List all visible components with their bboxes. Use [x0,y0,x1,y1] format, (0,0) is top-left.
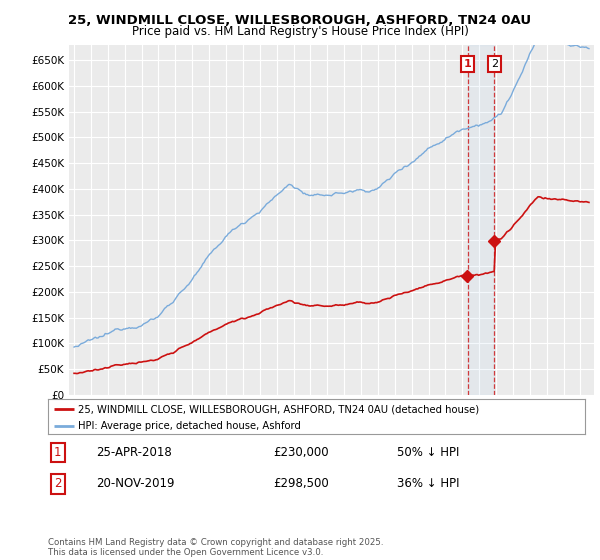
Text: 20-NOV-2019: 20-NOV-2019 [97,477,175,491]
Text: 25, WINDMILL CLOSE, WILLESBOROUGH, ASHFORD, TN24 0AU: 25, WINDMILL CLOSE, WILLESBOROUGH, ASHFO… [68,14,532,27]
Text: £230,000: £230,000 [274,446,329,459]
Text: 36% ↓ HPI: 36% ↓ HPI [397,477,460,491]
Text: 1: 1 [54,446,61,459]
Text: 2: 2 [54,477,61,491]
Text: 25, WINDMILL CLOSE, WILLESBOROUGH, ASHFORD, TN24 0AU (detached house): 25, WINDMILL CLOSE, WILLESBOROUGH, ASHFO… [77,404,479,414]
Text: 50% ↓ HPI: 50% ↓ HPI [397,446,460,459]
Text: Price paid vs. HM Land Registry's House Price Index (HPI): Price paid vs. HM Land Registry's House … [131,25,469,38]
Text: £298,500: £298,500 [274,477,329,491]
Text: 25-APR-2018: 25-APR-2018 [97,446,172,459]
Text: 2: 2 [491,59,498,69]
Text: HPI: Average price, detached house, Ashford: HPI: Average price, detached house, Ashf… [77,421,301,431]
Bar [467,45,494,395]
Text: 1: 1 [464,59,472,69]
Text: Contains HM Land Registry data © Crown copyright and database right 2025.
This d: Contains HM Land Registry data © Crown c… [48,538,383,557]
